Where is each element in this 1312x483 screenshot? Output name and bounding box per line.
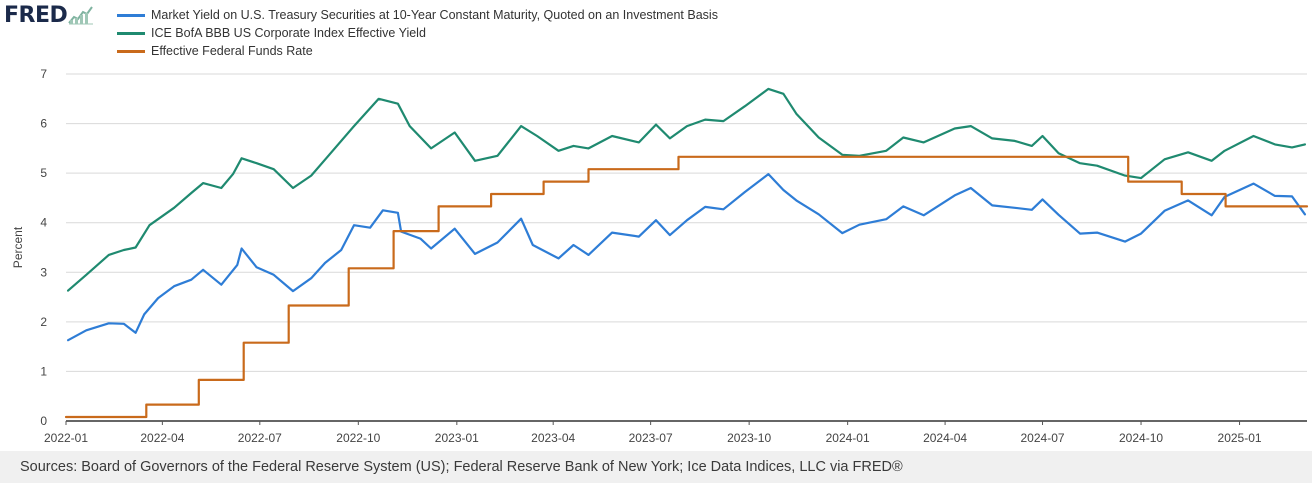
x-tick-label: 2022-04: [140, 431, 184, 445]
chart-legend: Market Yield on U.S. Treasury Securities…: [117, 6, 718, 60]
legend-item-treasury-10y[interactable]: Market Yield on U.S. Treasury Securities…: [117, 6, 718, 24]
x-tick-label: 2025-01: [1218, 431, 1262, 445]
line-chart: 0 1 2 3 4 5 6 7 2022-01 2022-04 2022-07 2022-10 2023…: [11, 67, 1309, 445]
series-line-2: [64, 155, 1309, 419]
series-line-1: [67, 87, 1306, 292]
x-tick-label: 2022-10: [336, 431, 380, 445]
series-line-0: [67, 173, 1306, 342]
y-tick-label: 2: [40, 315, 47, 329]
y-tick-label: 1: [40, 364, 47, 378]
x-tick-label: 2024-04: [923, 431, 967, 445]
fred-logo-text: FRED: [4, 2, 68, 28]
fred-logo[interactable]: FRED: [4, 1, 94, 29]
x-tick-label: 2023-07: [629, 431, 673, 445]
legend-swatch-treasury-10y: [117, 13, 145, 17]
y-tick-label: 7: [40, 67, 47, 81]
legend-label-fed-funds: Effective Federal Funds Rate: [151, 44, 313, 58]
y-tick-label: 5: [40, 166, 47, 180]
x-tick-label: 2023-10: [727, 431, 771, 445]
legend-item-bbb-yield[interactable]: ICE BofA BBB US Corporate Index Effectiv…: [117, 24, 718, 42]
x-tick-label: 2024-10: [1119, 431, 1163, 445]
legend-swatch-bbb-yield: [117, 31, 145, 35]
sources-text: Sources: Board of Governors of the Feder…: [20, 459, 903, 475]
fred-chart-mark-icon: [68, 6, 94, 25]
legend-label-treasury-10y: Market Yield on U.S. Treasury Securities…: [151, 8, 718, 22]
header-band: [0, 0, 1312, 58]
y-tick-label: 4: [40, 216, 47, 230]
y-tick-label: 0: [40, 414, 47, 428]
x-tick-label: 2022-01: [44, 431, 88, 445]
legend-item-fed-funds[interactable]: Effective Federal Funds Rate: [117, 42, 718, 60]
sources-bar: Sources: Board of Governors of the Feder…: [0, 451, 1312, 483]
y-tick-label: 6: [40, 117, 47, 131]
x-tick-label: 2023-04: [531, 431, 575, 445]
x-tick-label: 2024-01: [826, 431, 870, 445]
x-tick-label: 2024-07: [1021, 431, 1065, 445]
legend-swatch-fed-funds: [117, 49, 145, 53]
x-tick-label: 2023-01: [435, 431, 479, 445]
x-tick-label: 2022-07: [238, 431, 282, 445]
y-axis-label: Percent: [11, 226, 25, 268]
legend-label-bbb-yield: ICE BofA BBB US Corporate Index Effectiv…: [151, 26, 426, 40]
y-tick-label: 3: [40, 265, 47, 279]
